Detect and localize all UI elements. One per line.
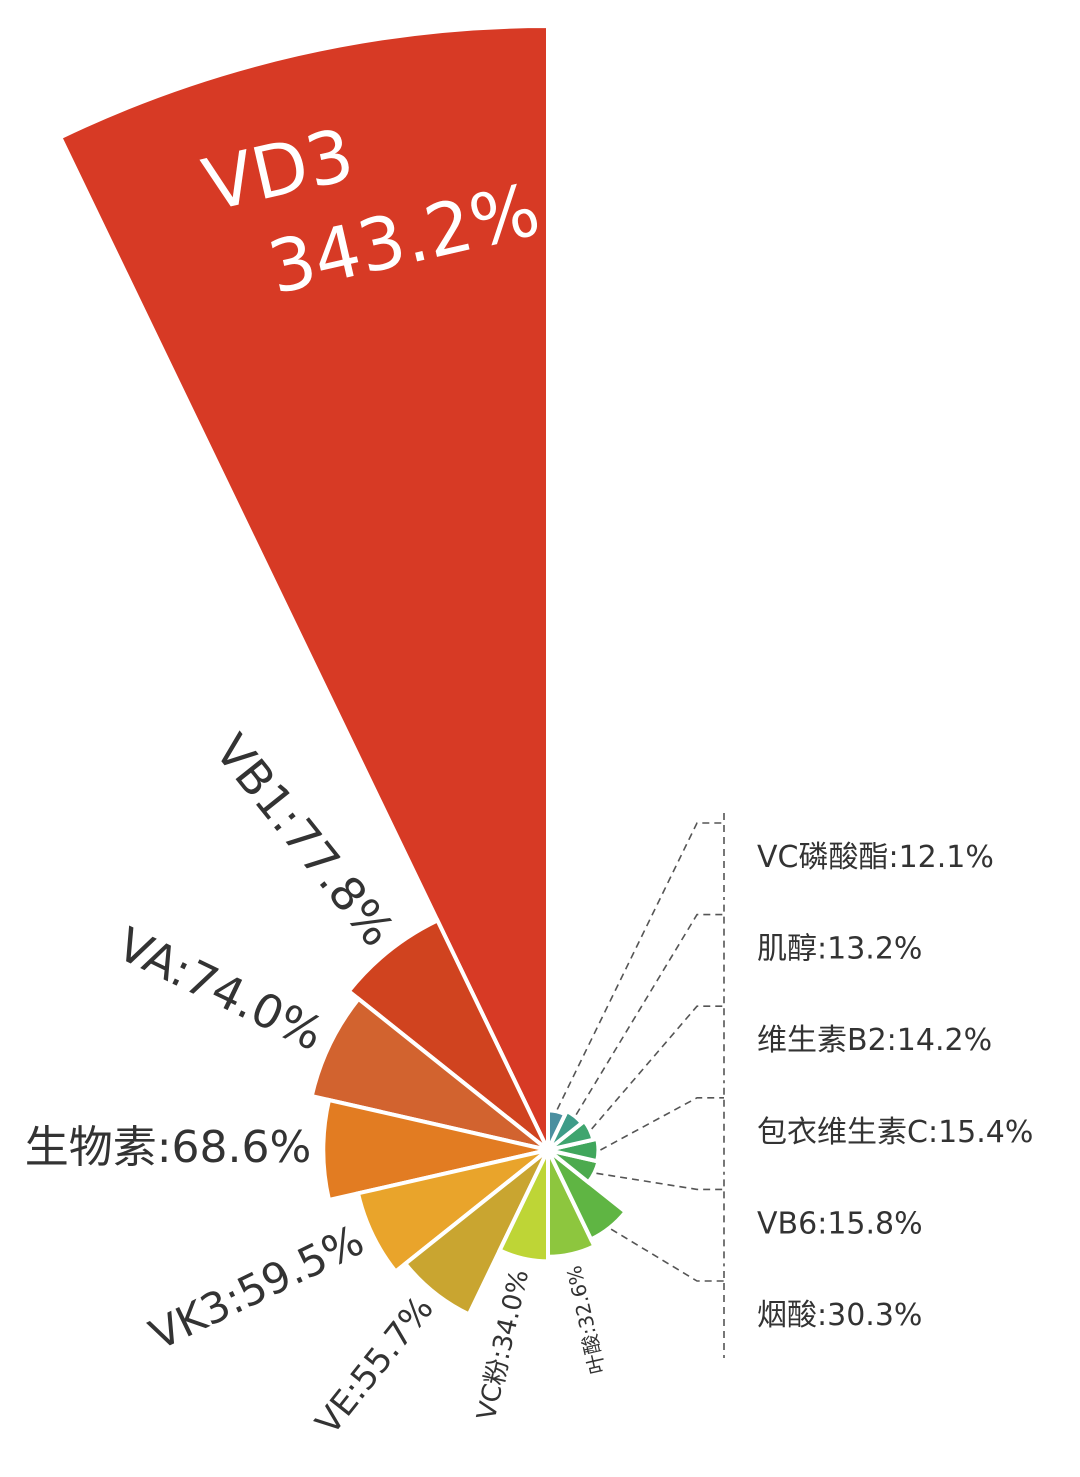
separator: : bbox=[817, 1206, 827, 1241]
sector bbox=[546, 1148, 629, 1243]
sector bbox=[497, 1149, 550, 1264]
value-label: 34.0% bbox=[487, 1267, 535, 1354]
sector-label: VA:74.0% bbox=[110, 916, 332, 1060]
sector-label: VC磷酸酯:12.1% bbox=[757, 840, 994, 875]
sector-label: 维生素B2:14.2% bbox=[757, 1023, 992, 1058]
sector-label: 叶酸:32.6% bbox=[561, 1263, 609, 1376]
value-label: 14.2% bbox=[897, 1023, 992, 1058]
sector bbox=[402, 1148, 550, 1318]
value-label: 77.8% bbox=[272, 808, 405, 956]
category-label: VB6 bbox=[757, 1206, 817, 1241]
separator: : bbox=[928, 1114, 938, 1149]
sector bbox=[355, 1148, 550, 1275]
value-label: 74.0% bbox=[177, 949, 332, 1061]
separator: : bbox=[887, 1023, 897, 1058]
category-label: 烟酸 bbox=[757, 1298, 817, 1333]
value-label: 55.7% bbox=[343, 1289, 442, 1398]
separator: : bbox=[157, 1122, 172, 1173]
sector bbox=[546, 1108, 568, 1151]
separator: : bbox=[575, 1325, 600, 1337]
value-label: 68.6% bbox=[172, 1122, 312, 1173]
leader-line bbox=[556, 822, 724, 1110]
sector bbox=[57, 24, 550, 1151]
sector-label: 包衣维生素C:15.4% bbox=[757, 1114, 1033, 1149]
leader-line bbox=[610, 1228, 724, 1282]
value-label: 13.2% bbox=[827, 931, 922, 966]
sector-label: VE:55.7% bbox=[308, 1289, 442, 1442]
leader-line bbox=[591, 1005, 724, 1130]
category-label: 维生素B2 bbox=[757, 1023, 887, 1058]
category-label: 肌醇 bbox=[757, 931, 817, 966]
sector-label: 烟酸:30.3% bbox=[757, 1298, 922, 1333]
category-label: VC粉 bbox=[471, 1356, 514, 1423]
category-label: 叶酸 bbox=[577, 1332, 609, 1376]
sector bbox=[321, 1097, 549, 1203]
category-label: VC磷酸酯 bbox=[757, 840, 888, 875]
leader-line bbox=[600, 1097, 724, 1151]
sector bbox=[309, 996, 550, 1152]
sector bbox=[546, 1108, 585, 1152]
sector-label: VK3:59.5% bbox=[142, 1215, 371, 1359]
separator: : bbox=[888, 840, 898, 875]
value-label: 15.4% bbox=[938, 1114, 1033, 1149]
sector-label: 生物素:68.6% bbox=[25, 1122, 312, 1173]
value-label: 12.1% bbox=[899, 840, 994, 875]
value-label: 59.5% bbox=[229, 1215, 370, 1317]
leader-line bbox=[575, 913, 724, 1116]
category-label: 生物素 bbox=[25, 1122, 157, 1173]
category-label: 包衣维生素C bbox=[757, 1114, 928, 1149]
value-label: 30.3% bbox=[827, 1298, 922, 1333]
sector-label: 肌醇:13.2% bbox=[757, 931, 922, 966]
leader-line bbox=[596, 1172, 724, 1191]
value-label: 15.8% bbox=[827, 1206, 922, 1241]
sector bbox=[345, 917, 550, 1152]
separator: : bbox=[817, 1298, 827, 1333]
value-label: 32.6% bbox=[561, 1263, 599, 1330]
sector bbox=[547, 1136, 601, 1164]
separator: : bbox=[817, 931, 827, 966]
sector-label: VB6:15.8% bbox=[757, 1206, 923, 1241]
